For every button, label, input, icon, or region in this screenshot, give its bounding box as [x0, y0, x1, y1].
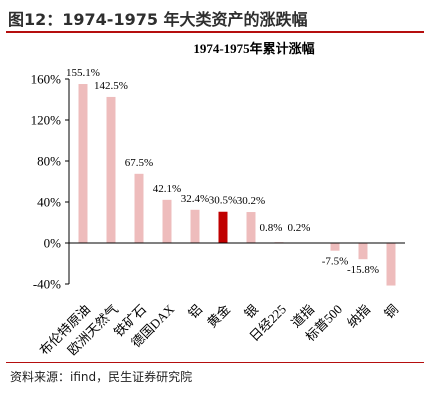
data-label: -15.8%	[347, 264, 379, 276]
data-label: -7.5%	[322, 256, 349, 268]
footer-rule	[6, 362, 424, 363]
bar	[162, 199, 172, 243]
bar	[106, 96, 116, 243]
category-label: 铝	[185, 302, 205, 322]
data-label: 0.2%	[288, 222, 311, 234]
value-labels: 155.1%142.5% 67.5% 42.1%32.4% 30.5% 30.2% 0.8…	[66, 67, 379, 276]
data-label: 142.5%	[94, 80, 128, 92]
y-axis: -40% 0% 40% 80% 120% 160%	[31, 72, 70, 292]
data-label: 155.1%	[66, 67, 100, 79]
source-note: 资料来源：ifind，民生证券研究院	[10, 370, 193, 384]
category-label: 铜	[381, 302, 401, 322]
data-label: 67.5%	[125, 157, 153, 169]
data-label: 0.8%	[260, 222, 283, 234]
header-rule	[6, 31, 424, 33]
category-labels: 布伦特原油欧洲天然气铁矿石德国DAX 铝黄金 银日经225道指标普500纳指铜	[37, 301, 402, 358]
bar	[190, 209, 200, 243]
y-tick-label: 0%	[44, 236, 62, 251]
y-tick-label: 40%	[37, 195, 61, 210]
bar	[330, 243, 340, 251]
category-label: 银	[241, 302, 261, 322]
bar	[246, 212, 256, 243]
data-label: 32.4%	[181, 193, 209, 205]
bar	[358, 243, 368, 260]
chart-title: 1974-1975年累计涨幅	[193, 41, 314, 56]
y-tick-label: 120%	[31, 113, 62, 128]
y-tick-label: 80%	[37, 154, 61, 169]
category-label: 黄金	[204, 302, 233, 331]
figure-header: 图12：1974-1975 年大类资产的涨跌幅	[6, 4, 424, 33]
y-tick-label: -40%	[33, 277, 61, 292]
bar	[134, 173, 144, 243]
bar	[218, 211, 228, 243]
bar	[78, 84, 88, 244]
figure-footer: 资料来源：ifind，民生证券研究院	[6, 362, 424, 392]
data-label: 30.2%	[237, 195, 265, 207]
figure-title: 图12：1974-1975 年大类资产的涨跌幅	[8, 10, 308, 29]
category-label: 纳指	[344, 302, 373, 331]
y-tick-label: 160%	[31, 72, 62, 87]
data-label: 30.5%	[209, 195, 237, 207]
data-label: 42.1%	[153, 183, 181, 195]
bar	[386, 243, 396, 286]
bars	[78, 84, 396, 286]
